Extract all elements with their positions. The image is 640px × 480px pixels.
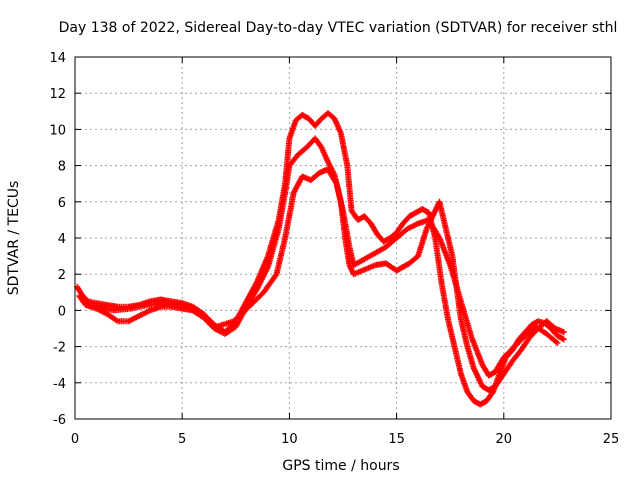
x-tick-label: 20 bbox=[496, 432, 513, 447]
y-tick-label: -6 bbox=[53, 413, 66, 428]
x-tick-label: 5 bbox=[178, 432, 186, 447]
data-point bbox=[560, 336, 567, 343]
y-tick-label: 14 bbox=[49, 51, 66, 66]
series-track-b bbox=[76, 135, 567, 394]
chart-title: Day 138 of 2022, Sidereal Day-to-day VTE… bbox=[59, 20, 618, 36]
y-tick-label: 6 bbox=[58, 196, 66, 211]
y-tick-label: 8 bbox=[58, 160, 66, 175]
y-tick-label: 10 bbox=[49, 123, 66, 138]
data-point bbox=[560, 329, 567, 336]
data-point bbox=[559, 335, 566, 342]
y-tick-label: 2 bbox=[58, 268, 66, 283]
y-tick-label: -2 bbox=[53, 341, 66, 356]
series-track-a bbox=[74, 110, 567, 408]
data-point bbox=[554, 339, 561, 346]
series-track-c bbox=[80, 166, 561, 379]
axis-ticks: 0 5 10 15 20 25 -6 -4 -2 0 2 4 6 8 10 12 14 bbox=[49, 51, 619, 447]
y-tick-label: 0 bbox=[58, 304, 66, 319]
y-tick-label: -4 bbox=[53, 377, 66, 392]
x-tick-label: 25 bbox=[603, 432, 620, 447]
y-axis-label: SDTVAR / TECUs bbox=[6, 181, 22, 296]
x-tick-label: 15 bbox=[388, 432, 405, 447]
x-tick-label: 0 bbox=[71, 432, 79, 447]
y-tick-label: 12 bbox=[49, 87, 66, 102]
y-tick-label: 4 bbox=[58, 232, 66, 247]
x-tick-label: 10 bbox=[281, 432, 298, 447]
x-axis-label: GPS time / hours bbox=[282, 458, 399, 474]
data-marks bbox=[74, 110, 567, 408]
